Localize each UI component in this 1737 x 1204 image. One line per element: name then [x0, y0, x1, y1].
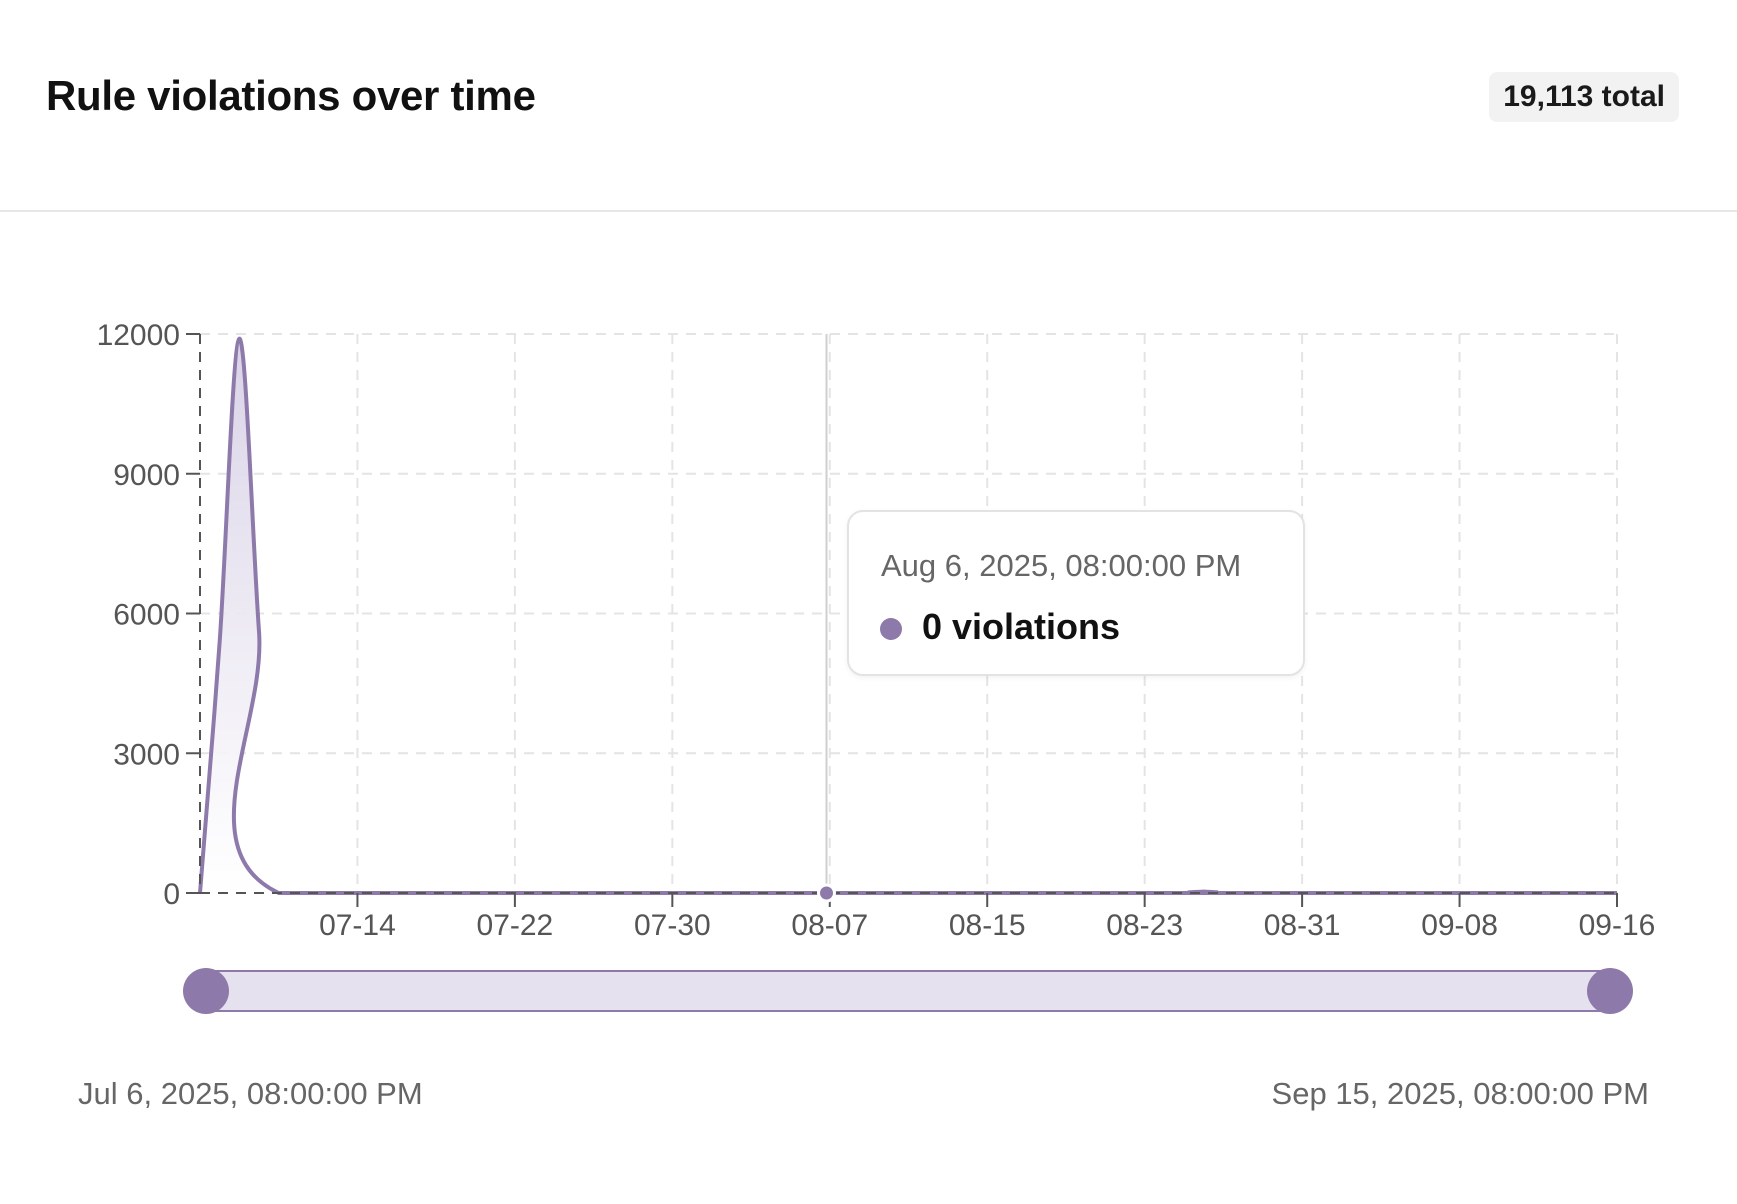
y-tick-label: 3000 [113, 738, 180, 771]
y-tick-label: 9000 [113, 459, 180, 492]
range-end-label: Sep 15, 2025, 08:00:00 PM [1271, 1076, 1649, 1111]
x-tick-label: 07-30 [634, 909, 711, 942]
panel-header: Rule violations over time 19,113 total [0, 0, 1737, 212]
x-tick-label: 09-16 [1579, 909, 1656, 942]
x-tick-label: 09-08 [1421, 909, 1498, 942]
x-tick-label: 08-31 [1264, 909, 1341, 942]
y-tick-label: 12000 [97, 319, 180, 352]
chart-tooltip: Aug 6, 2025, 08:00:00 PM 0 violations [847, 510, 1305, 676]
x-tick-label: 07-22 [477, 909, 554, 942]
tooltip-date: Aug 6, 2025, 08:00:00 PM [881, 548, 1242, 583]
y-tick-label: 0 [163, 878, 180, 911]
slider-start-handle[interactable] [183, 968, 229, 1014]
x-tick-label: 08-15 [949, 909, 1026, 942]
hover-layer [816, 334, 836, 903]
y-tick-label: 6000 [113, 599, 180, 632]
x-tick-label: 08-23 [1106, 909, 1183, 942]
x-tick-label: 07-14 [319, 909, 396, 942]
total-badge: 19,113 total [1489, 72, 1679, 122]
hover-point [816, 883, 836, 903]
tooltip-value: 0 violations [922, 606, 1121, 647]
slider-end-handle[interactable] [1587, 968, 1633, 1014]
axis-layer: 0 3000 6000 9000 12000 07-14 07-22 07-30 08-07 08… [97, 319, 1656, 942]
x-tick-label: 08-07 [791, 909, 868, 942]
range-start-label: Jul 6, 2025, 08:00:00 PM [78, 1076, 423, 1111]
slider-track [205, 970, 1611, 1012]
range-slider [183, 968, 1633, 1014]
page-title: Rule violations over time [46, 72, 536, 119]
series-dot-icon [880, 618, 902, 640]
